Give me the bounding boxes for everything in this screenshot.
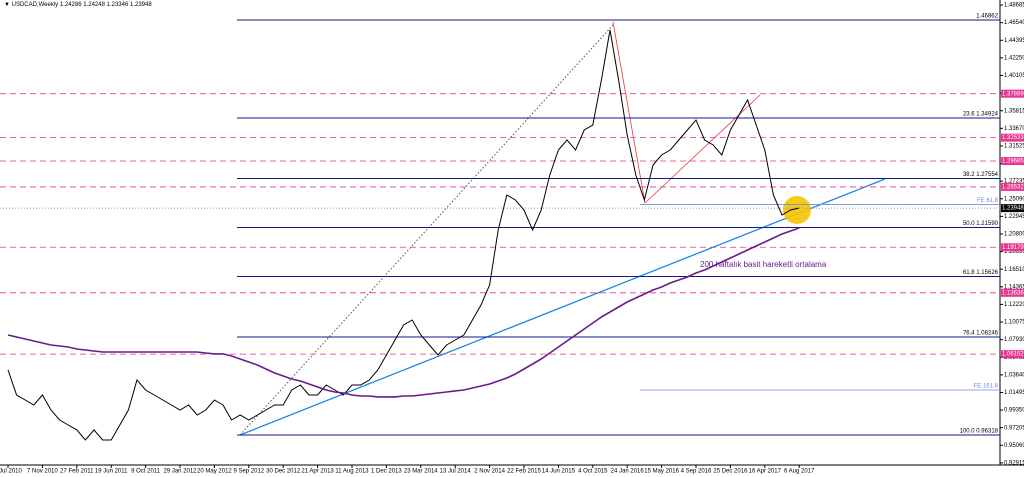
ma-annotation: 200 haftalık basit hareketli ortalama [700,260,827,269]
y-tick-label: 1.25090 [1004,196,1024,202]
x-tick-label: 23 Mar 2014 [404,469,438,475]
chart-title: ▼ USDCAD,Weekly 1.24286 1.24248 1.23346 … [4,2,152,8]
y-tick-label: 1.35815 [1004,108,1024,114]
fib-label: 76.4 1.08246 [963,331,999,337]
y-tick-label: 1.33670 [1004,126,1024,132]
fib-label: 100.0 0.96318 [960,429,999,435]
y-tick-label: 1.10075 [1004,320,1024,326]
fib-label: 50.0 1.21590 [963,221,999,227]
y-tick-label: 1.27235 [1004,179,1024,185]
y-tick-label: 1.16510 [1004,267,1024,273]
y-tick-label: 0.92915 [1004,460,1024,466]
resistance-label: 1.26532 [1002,184,1024,190]
x-tick-label: 19 Jun 2011 [95,469,128,475]
x-tick-label: 22 Feb 2015 [507,469,541,475]
header-arrow: ▼ [4,2,12,8]
current-price-label: 1.23948 [1002,206,1024,212]
y-tick-label: 1.14365 [1004,284,1024,290]
x-tick-label: 27 Feb 2011 [60,469,94,475]
x-tick-label: 6 Aug 2017 [784,469,815,475]
x-tick-label: 4 Oct 2015 [578,469,608,475]
zigzag [612,21,761,204]
resistance-label: 1.06162 [1002,352,1024,358]
resistance-label: 1.19179 [1002,245,1024,251]
x-tick-label: 30 Dec 2012 [266,469,301,475]
high: 1.24248 [83,2,105,8]
resistance-label-box [1001,89,1024,98]
series-line [7,227,800,398]
expansion-label: FE 61.8 [977,198,999,204]
resistance-label-box [1001,182,1024,191]
y-tick-label: 1.03640 [1004,372,1024,378]
fib-label: 38.2 1.27554 [963,172,999,178]
resistance-label-box [1001,288,1024,297]
fib-anchor-line [239,24,614,436]
x-tick-label: 15 May 2016 [644,469,679,475]
x-tick-label: 24 Jan 2016 [611,469,645,475]
x-tick-label: 29 Jan 2012 [163,469,197,475]
expansion-label: FE 161.8 [974,384,999,390]
fib-label: 61.8 1.15626 [963,270,999,276]
y-tick-label: 0.97205 [1004,425,1024,431]
y-tick-label: 1.42250 [1004,55,1024,61]
resistance-label: 1.32533 [1002,135,1024,141]
x-tick-label: 16 Apr 2017 [749,469,782,475]
y-tick-label: 1.46540 [1004,20,1024,26]
x-tick-label: 9 Sep 2012 [233,469,264,475]
y-tick-label: 1.31525 [1004,144,1024,150]
y-tick-label: 1.40105 [1004,73,1024,79]
resistance-label-box [1001,243,1024,252]
y-tick-label: 1.22945 [1004,214,1024,220]
low: 1.23346 [107,2,129,8]
y-tick-label: 1.44395 [1004,38,1024,44]
y-tick-label: 1.48685 [1004,3,1024,9]
y-tick-label: 0.95060 [1004,443,1024,449]
close: 1.23948 [130,2,152,8]
fib-label: 1.46862 [976,14,998,20]
y-tick-label: 1.07930 [1004,337,1024,343]
resistance-label-box [1001,133,1024,142]
y-tick-label: 0.99350 [1004,408,1024,414]
open: 1.24286 [60,2,82,8]
resistance-label: 1.13636 [1002,290,1024,296]
current-price-box [1001,204,1024,213]
x-tick-label: 25 Dec 2016 [713,469,748,475]
x-tick-label: 2 Nov 2014 [474,469,505,475]
x-tick-label: 4 Sep 2016 [681,469,712,475]
x-tick-label: 8 Jul 2010 [0,469,23,475]
x-tick-label: 1 Dec 2013 [371,469,402,475]
x-tick-label: 21 Apr 2013 [301,469,334,475]
trend-line [239,178,886,436]
resistance-label: 1.29685 [1002,159,1024,165]
y-tick-label: 1.12220 [1004,302,1024,308]
resistance-label: 1.37889 [1002,91,1024,97]
x-tick-label: 14 Jun 2015 [542,469,576,475]
y-tick-label: 1.18655 [1004,249,1024,255]
highlight-circle [783,196,811,224]
x-tick-label: 20 May 2012 [197,469,232,475]
y-tick-label: 1.20800 [1004,232,1024,238]
symbol: USDCAD,Weekly [12,2,59,8]
x-tick-label: 11 Aug 2013 [335,469,369,475]
resistance-label-box [1001,157,1024,166]
fib-label: 23.6 1.34924 [963,112,999,118]
resistance-label-box [1001,350,1024,359]
y-tick-label: 1.01495 [1004,390,1024,396]
x-tick-label: 7 Nov 2010 [27,469,58,475]
x-tick-label: 9 Oct 2011 [131,469,161,475]
x-tick-label: 13 Jul 2014 [440,469,472,475]
series-line [7,29,800,441]
